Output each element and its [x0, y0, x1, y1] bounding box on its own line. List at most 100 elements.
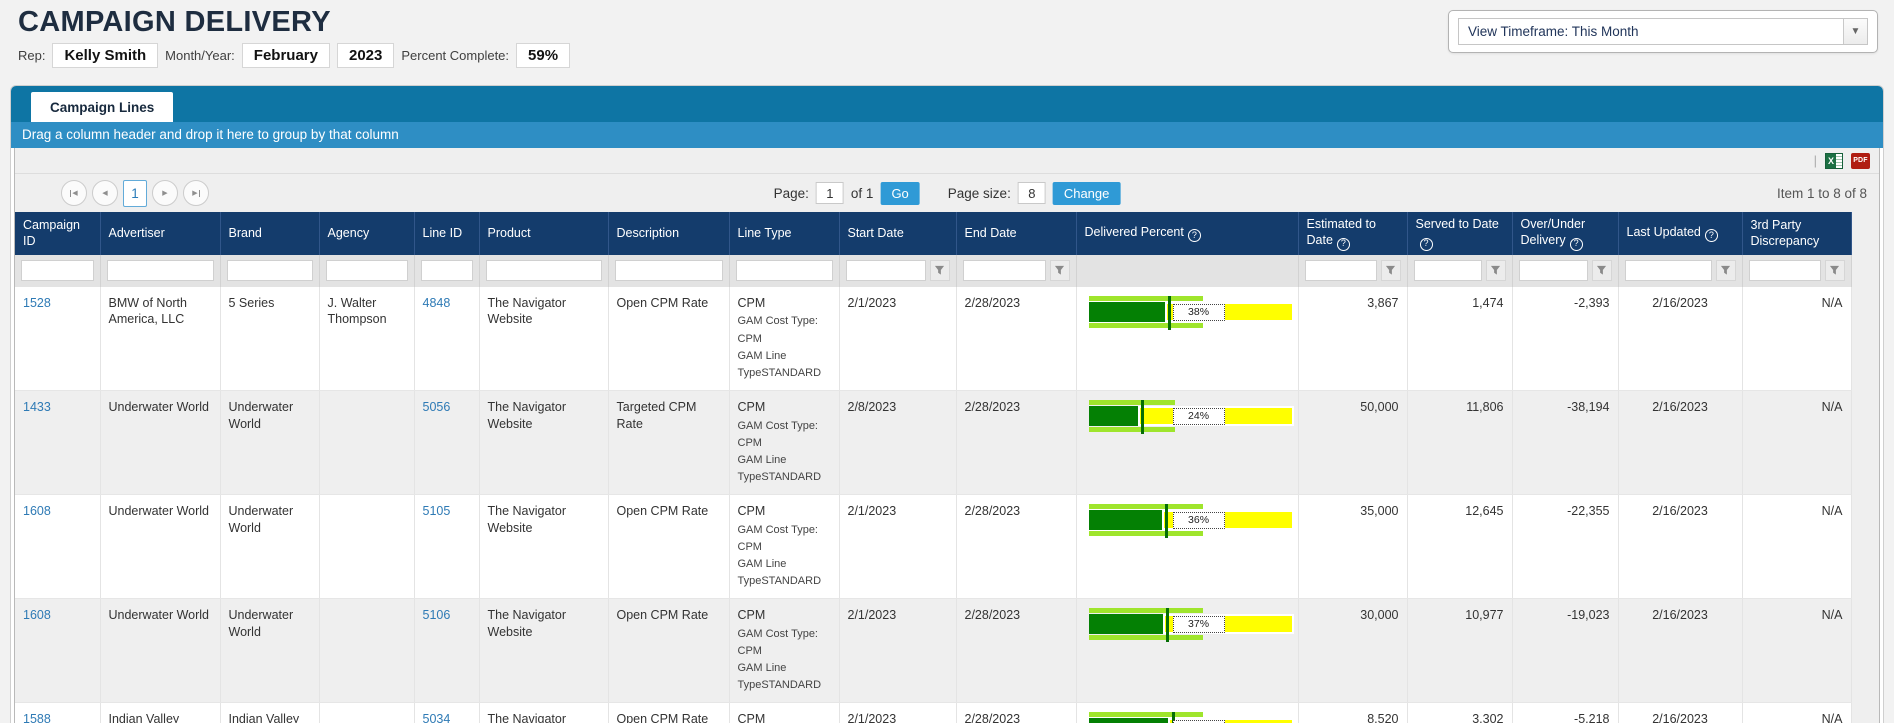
timeframe-dropdown[interactable]: View Timeframe: This Month ▼ [1448, 10, 1878, 53]
change-button[interactable]: Change [1052, 181, 1121, 205]
campaign-id-link[interactable]: 1608 [23, 503, 51, 518]
filter-wrap [325, 260, 408, 282]
col-header-start_date[interactable]: Start Date [839, 212, 957, 255]
chevron-down-icon[interactable]: ▼ [1843, 19, 1867, 44]
first-page-button[interactable]: ◀ [61, 180, 87, 206]
col-header-served[interactable]: Served to Date? [1407, 212, 1513, 255]
filter-funnel-icon[interactable] [1824, 260, 1845, 282]
current-page-button[interactable]: 1 [123, 179, 147, 207]
cell-start_date: 2/1/2023 [839, 702, 957, 723]
group-drop-zone[interactable]: Drag a column header and drop it here to… [11, 122, 1883, 148]
page-number-input[interactable] [815, 182, 844, 204]
col-header-campaign_id[interactable]: Campaign ID [15, 212, 101, 255]
filter-funnel-icon[interactable] [1485, 260, 1506, 282]
line-id-link[interactable]: 5106 [422, 607, 451, 622]
col-header-third_party[interactable]: 3rd Party Discrepancy [1742, 212, 1852, 255]
filter-input-third_party[interactable] [1748, 260, 1821, 282]
cell-description: Open CPM Rate [608, 702, 730, 723]
filter-funnel-icon[interactable] [1049, 260, 1070, 282]
col-header-brand[interactable]: Brand [220, 212, 320, 255]
campaign-id-link[interactable]: 1588 [23, 711, 51, 723]
filter-input-advertiser[interactable] [106, 260, 214, 282]
help-icon[interactable]: ? [1336, 237, 1350, 251]
col-header-advertiser[interactable]: Advertiser [100, 212, 221, 255]
filter-funnel-icon[interactable] [1380, 260, 1401, 282]
export-excel-icon[interactable]: X [1825, 152, 1843, 169]
col-header-description[interactable]: Description [608, 212, 730, 255]
filter-input-product[interactable] [485, 260, 602, 282]
page-size-input[interactable] [1017, 182, 1046, 204]
excel-grid-glyph [1836, 153, 1842, 168]
cell-end_date: 2/28/2023 [956, 390, 1077, 495]
col-header-product[interactable]: Product [479, 212, 609, 255]
campaign-id-link[interactable]: 1433 [23, 399, 51, 414]
line-type-main: CPM [737, 607, 766, 622]
table-body: 1528 BMW of North America, LLC 5 Series J. … [15, 286, 1852, 723]
cell-brand: Indian Valley Scuba [220, 702, 320, 723]
filter-input-start_date[interactable] [845, 260, 926, 282]
help-icon[interactable]: ? [1569, 237, 1583, 251]
delivered-percent-label: 38% [1172, 303, 1225, 321]
cell-third_party: N/A [1742, 494, 1852, 599]
line-id-link[interactable]: 5034 [422, 711, 451, 723]
col-header-agency[interactable]: Agency [319, 212, 415, 255]
line-id-link[interactable]: 5105 [422, 503, 451, 518]
tab-campaign-lines[interactable]: Campaign Lines [31, 92, 174, 122]
col-header-line_id[interactable]: Line ID [414, 212, 480, 255]
pace-marker-line [1140, 399, 1144, 434]
line-type-sub: GAM Line TypeSTANDARD [737, 453, 822, 483]
timeframe-select[interactable]: View Timeframe: This Month ▼ [1458, 18, 1868, 45]
col-header-label: Start Date [847, 226, 904, 241]
filter-funnel-icon[interactable] [929, 260, 950, 282]
cell-last_updated: 2/16/2023 [1618, 702, 1743, 723]
export-pdf-icon[interactable]: PDF [1851, 152, 1870, 169]
col-header-delivered[interactable]: Delivered Percent? [1076, 212, 1299, 255]
cell-estimated: 8,520 [1298, 702, 1408, 723]
filter-funnel-icon[interactable] [1715, 260, 1736, 282]
filter-input-brand[interactable] [226, 260, 313, 282]
first-page-bar-icon [70, 189, 72, 197]
col-header-end_date[interactable]: End Date [956, 212, 1077, 255]
cell-estimated: 30,000 [1298, 598, 1408, 703]
col-header-label: Delivered Percent [1084, 225, 1184, 240]
line-id-link[interactable]: 5056 [422, 399, 451, 414]
filter-input-campaign_id[interactable] [21, 260, 94, 282]
col-header-over_under[interactable]: Over/Under Delivery? [1512, 212, 1619, 255]
col-header-estimated[interactable]: Estimated to Date? [1298, 212, 1408, 255]
col-header-line_type[interactable]: Line Type [729, 212, 840, 255]
help-icon[interactable]: ? [1704, 229, 1718, 243]
cell-third_party: N/A [1742, 390, 1852, 495]
pace-bar-top [1088, 503, 1204, 509]
prev-page-button[interactable]: ◀ [92, 180, 118, 206]
filter-wrap [226, 260, 313, 282]
filter-wrap [106, 260, 214, 282]
filter-input-estimated[interactable] [1304, 260, 1377, 282]
campaign-id-link[interactable]: 1528 [23, 295, 51, 310]
go-button[interactable]: Go [880, 181, 920, 205]
filter-input-served[interactable] [1413, 260, 1482, 282]
export-separator: | [1813, 153, 1817, 168]
campaign-id-link[interactable]: 1608 [23, 607, 51, 622]
col-header-label: Advertiser [108, 226, 165, 241]
next-page-button[interactable]: ▶ [152, 180, 178, 206]
col-header-last_updated[interactable]: Last Updated? [1618, 212, 1743, 255]
cell-delivered: 38% [1076, 286, 1299, 391]
cell-end_date: 2/28/2023 [956, 286, 1077, 391]
line-id-link[interactable]: 4848 [422, 295, 451, 310]
filter-input-last_updated[interactable] [1624, 260, 1712, 282]
filter-input-over_under[interactable] [1518, 260, 1588, 282]
help-icon[interactable]: ? [1187, 229, 1201, 243]
filter-funnel-icon[interactable] [1591, 260, 1612, 282]
filter-input-line_type[interactable] [735, 260, 833, 282]
filter-wrap [1518, 260, 1612, 282]
cell-estimated: 3,867 [1298, 286, 1408, 391]
filter-input-line_id[interactable] [420, 260, 473, 282]
filter-wrap [21, 260, 94, 282]
filter-input-description[interactable] [614, 260, 723, 282]
filter-input-agency[interactable] [325, 260, 408, 282]
filter-input-end_date[interactable] [962, 260, 1046, 282]
last-page-button[interactable]: ▶ [183, 180, 209, 206]
help-icon[interactable]: ? [1419, 237, 1433, 251]
table-head: Campaign ID Advertiser Brand Agency Line ID P… [15, 212, 1852, 287]
filter-wrap [735, 260, 833, 282]
